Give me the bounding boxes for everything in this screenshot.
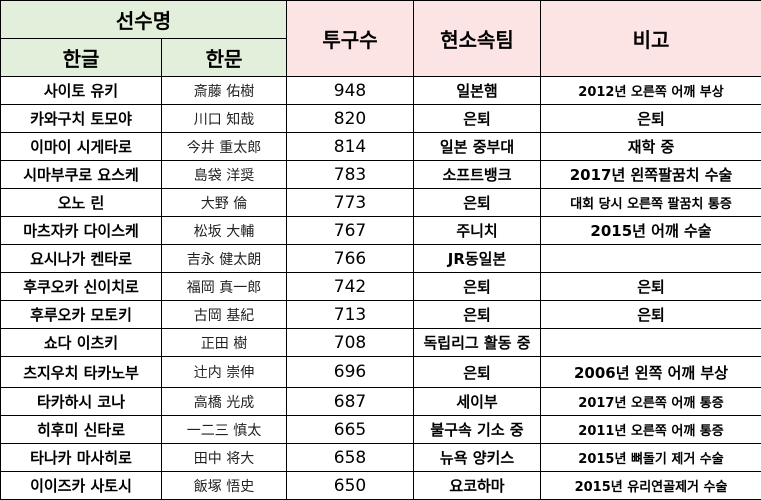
team-cell: 은퇴 <box>414 105 541 133</box>
team-cell: 은퇴 <box>414 273 541 301</box>
remarks-cell: 2012년 오른쪽 어깨 부상 <box>541 77 761 105</box>
hanja-cell: 松坂 大輔 <box>162 217 287 245</box>
hangul-header: 한글 <box>1 39 162 77</box>
remarks-cell: 2015년 유리연골제거 수술 <box>541 472 761 500</box>
team-cell: 은퇴 <box>414 189 541 217</box>
pitches-cell: 948 <box>287 77 414 105</box>
hanja-cell: 正田 樹 <box>162 329 287 357</box>
hangul-cell: 후쿠오카 신이치로 <box>1 273 162 301</box>
pitches-cell: 773 <box>287 189 414 217</box>
hanja-cell: 斎藤 佑樹 <box>162 77 287 105</box>
hanja-cell: 川口 知哉 <box>162 105 287 133</box>
remarks-cell: 2015년 뼈돌기 제거 수술 <box>541 444 761 472</box>
hangul-cell: 타카하시 코나 <box>1 388 162 416</box>
player-name-header: 선수명 <box>1 1 287 39</box>
hanja-cell: 田中 将大 <box>162 444 287 472</box>
hanja-header: 한문 <box>162 39 287 77</box>
remarks-cell <box>541 329 761 357</box>
pitches-cell: 783 <box>287 161 414 189</box>
hanja-cell: 福岡 真一郎 <box>162 273 287 301</box>
hangul-cell: 요시나가 켄타로 <box>1 245 162 273</box>
hangul-cell: 마츠자카 다이스케 <box>1 217 162 245</box>
remarks-cell: 2017년 오른쪽 어깨 통증 <box>541 388 761 416</box>
remarks-cell: 2015년 어깨 수술 <box>541 217 761 245</box>
hangul-cell: 오노 린 <box>1 189 162 217</box>
remarks-cell: 대회 당시 오른쪽 팔꿈치 통증 <box>541 189 761 217</box>
team-cell: 주니치 <box>414 217 541 245</box>
hangul-cell: 쇼다 이츠키 <box>1 329 162 357</box>
pitches-cell: 820 <box>287 105 414 133</box>
pitches-header: 투구수 <box>287 1 414 77</box>
remarks-cell: 2017년 왼쪽팔꿈치 수술 <box>541 161 761 189</box>
remarks-cell: 2006년 왼쪽 어깨 부상 <box>541 357 761 388</box>
pitches-cell: 665 <box>287 416 414 444</box>
hanja-cell: 島袋 洋奨 <box>162 161 287 189</box>
hanja-cell: 高橋 光成 <box>162 388 287 416</box>
team-cell: JR동일본 <box>414 245 541 273</box>
hanja-cell: 一二三 慎太 <box>162 416 287 444</box>
remarks-cell: 2011년 오른쪽 어깨 통증 <box>541 416 761 444</box>
remarks-cell: 은퇴 <box>541 105 761 133</box>
hanja-cell: 今井 重太郎 <box>162 133 287 161</box>
pitches-cell: 713 <box>287 301 414 329</box>
team-cell: 은퇴 <box>414 357 541 388</box>
remarks-cell: 은퇴 <box>541 301 761 329</box>
team-cell: 세이부 <box>414 388 541 416</box>
team-cell: 소프트뱅크 <box>414 161 541 189</box>
current-team-header: 현소속팀 <box>414 1 541 77</box>
hangul-cell: 이이즈카 사토시 <box>1 472 162 500</box>
hangul-cell: 사이토 유키 <box>1 77 162 105</box>
team-cell: 요코하마 <box>414 472 541 500</box>
hangul-cell: 시마부쿠로 요스케 <box>1 161 162 189</box>
pitches-cell: 696 <box>287 357 414 388</box>
team-cell: 뉴욕 양키스 <box>414 444 541 472</box>
hangul-cell: 타나카 마사히로 <box>1 444 162 472</box>
hanja-cell: 吉永 健太朗 <box>162 245 287 273</box>
hanja-cell: 古岡 基紀 <box>162 301 287 329</box>
pitches-cell: 742 <box>287 273 414 301</box>
hangul-cell: 츠지우치 타카노부 <box>1 357 162 388</box>
team-cell: 은퇴 <box>414 301 541 329</box>
team-cell: 독립리그 활동 중 <box>414 329 541 357</box>
pitches-cell: 658 <box>287 444 414 472</box>
team-cell: 불구속 기소 중 <box>414 416 541 444</box>
pitches-cell: 708 <box>287 329 414 357</box>
hangul-cell: 히후미 신타로 <box>1 416 162 444</box>
hanja-cell: 飯塚 悟史 <box>162 472 287 500</box>
pitches-cell: 767 <box>287 217 414 245</box>
remarks-cell: 은퇴 <box>541 273 761 301</box>
hangul-cell: 이마이 시게타로 <box>1 133 162 161</box>
hangul-cell: 카와구치 토모야 <box>1 105 162 133</box>
team-cell: 일본햄 <box>414 77 541 105</box>
pitches-cell: 650 <box>287 472 414 500</box>
pitches-cell: 814 <box>287 133 414 161</box>
pitches-cell: 687 <box>287 388 414 416</box>
hanja-cell: 大野 倫 <box>162 189 287 217</box>
remarks-cell: 재학 중 <box>541 133 761 161</box>
remarks-cell <box>541 245 761 273</box>
team-cell: 일본 중부대 <box>414 133 541 161</box>
pitches-cell: 766 <box>287 245 414 273</box>
hanja-cell: 辻内 崇伸 <box>162 357 287 388</box>
hangul-cell: 후루오카 모토키 <box>1 301 162 329</box>
remarks-header: 비고 <box>541 1 761 77</box>
